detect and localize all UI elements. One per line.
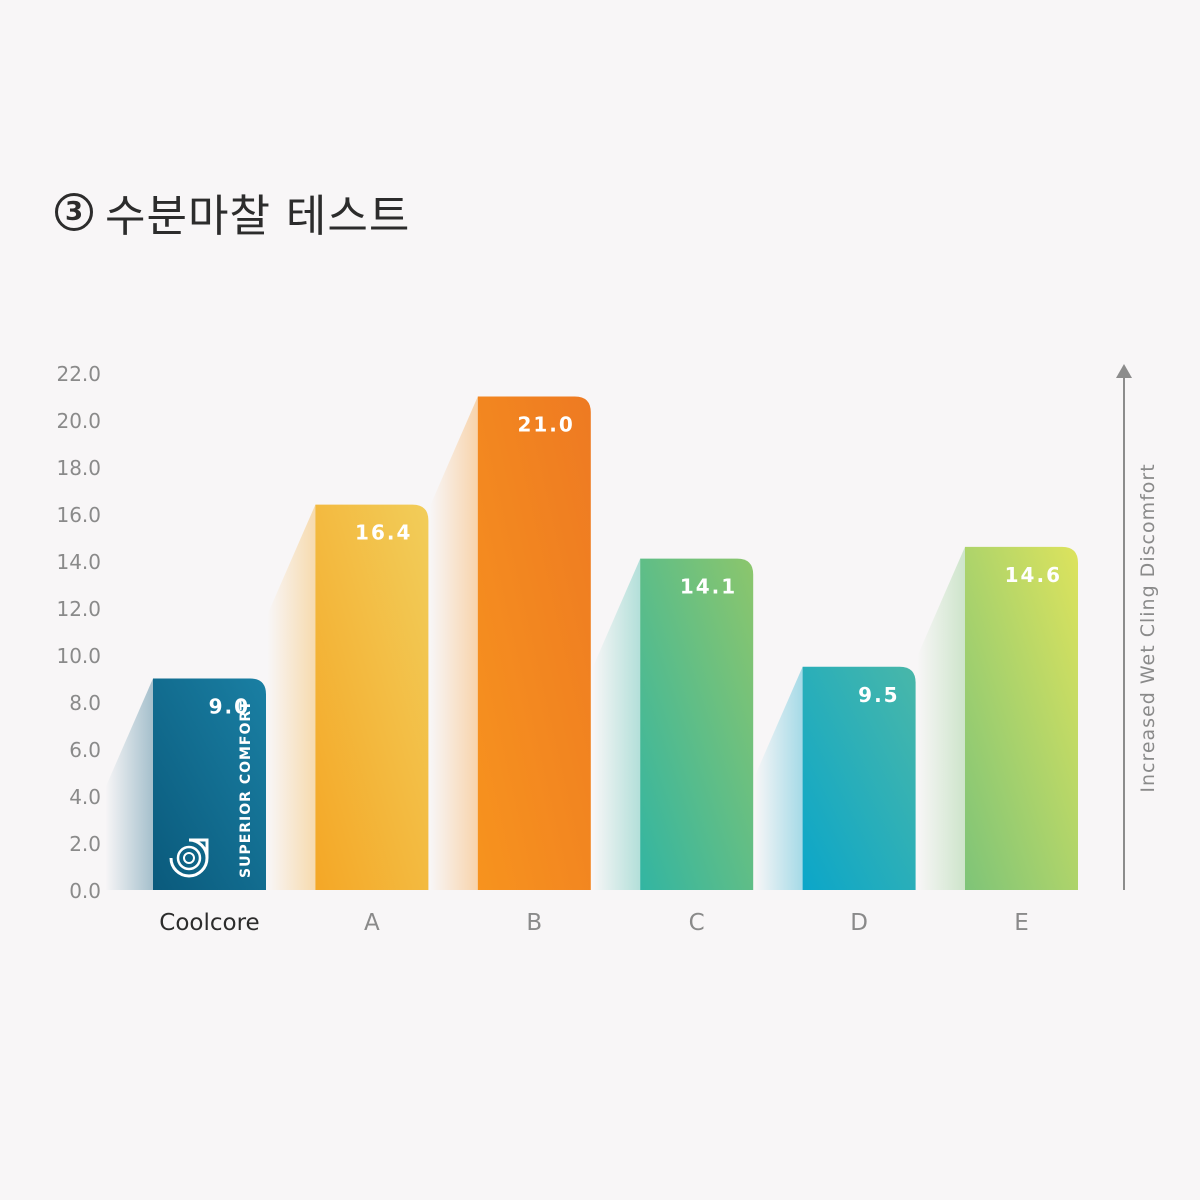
y-tick-label: 2.0	[69, 832, 101, 856]
y-tick-label: 18.0	[56, 456, 101, 480]
bar-b	[477, 396, 591, 890]
y-tick-label: 12.0	[56, 597, 101, 621]
y-tick-label: 0.0	[69, 879, 101, 903]
bar-shadow	[592, 558, 641, 890]
coolcore-logo-icon	[169, 838, 209, 878]
x-tick-label: E	[1014, 910, 1029, 936]
x-tick-label: D	[850, 910, 868, 936]
x-tick-label: Coolcore	[159, 910, 259, 936]
bar-e	[965, 546, 1078, 890]
bar-shadow	[917, 546, 965, 890]
y-tick-label: 8.0	[69, 691, 101, 715]
bar-coolcore	[153, 678, 266, 890]
bar-shadow	[754, 666, 803, 890]
bar-value-label: 14.6	[1005, 563, 1062, 587]
y-tick-label: 14.0	[56, 550, 101, 574]
y-tick-label: 4.0	[69, 785, 101, 809]
y-tick-label: 10.0	[56, 644, 101, 668]
up-arrow-icon	[1116, 364, 1132, 378]
x-tick-label: C	[689, 910, 705, 936]
bar-value-label: 16.4	[355, 521, 412, 545]
page-title: 3 수분마찰 테스트	[55, 180, 410, 244]
superior-comfort-badge-text: SUPERIOR COMFORT	[238, 700, 254, 878]
x-tick-label: B	[526, 910, 542, 936]
title-text: 수분마찰 테스트	[105, 191, 411, 242]
title-number-badge: 3	[55, 193, 93, 231]
y-tick-label: 22.0	[56, 362, 101, 386]
bar-c	[640, 558, 754, 890]
bar-a	[315, 504, 429, 890]
y-tick-label: 16.0	[56, 503, 101, 527]
bar-value-label: 21.0	[517, 413, 574, 437]
y-tick-label: 6.0	[69, 738, 101, 762]
bar-value-label: 14.1	[680, 575, 737, 599]
bar-shadow	[429, 396, 478, 890]
bar-value-label: 9.5	[858, 683, 899, 707]
bar-shadow	[267, 504, 316, 890]
bar-shadow	[105, 678, 153, 890]
y-tick-label: 20.0	[56, 409, 101, 433]
y-axis-label: Increased Wet Cling Discomfort	[1137, 463, 1159, 792]
bar-value-label: 9.0	[209, 695, 250, 719]
x-tick-label: A	[364, 910, 380, 936]
bar-d	[802, 666, 916, 890]
